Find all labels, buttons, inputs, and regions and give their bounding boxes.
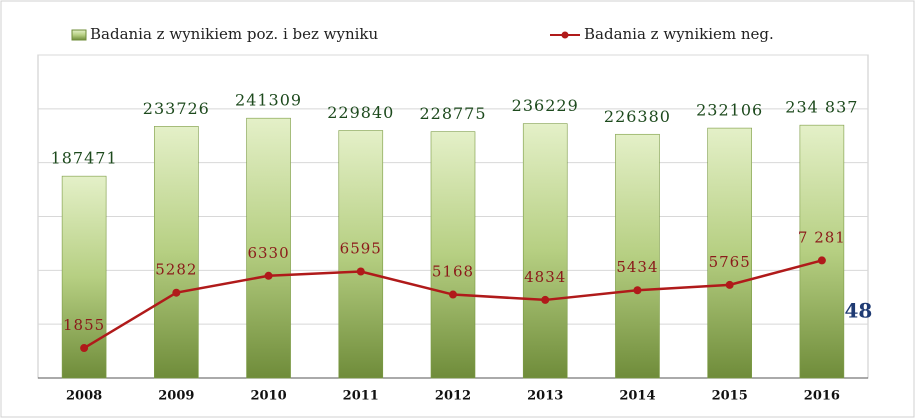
line-value-label: 6330 <box>247 244 289 262</box>
line-value-label: 4834 <box>524 268 566 286</box>
bar <box>615 133 660 379</box>
bar-value-label: 241309 <box>235 91 302 110</box>
line-marker <box>541 295 550 304</box>
bar <box>154 126 199 379</box>
bar-value-label: 236229 <box>512 96 579 115</box>
legend-marker <box>561 31 569 39</box>
line-marker <box>80 344 89 353</box>
line-value-label: 7 281 <box>798 228 846 246</box>
x-tick-label: 2013 <box>527 389 563 404</box>
bar-value-label: 229840 <box>327 103 394 122</box>
line-marker <box>725 280 734 289</box>
line-marker <box>264 271 273 280</box>
x-tick-label: 2016 <box>804 389 840 404</box>
bar-value-label: 187471 <box>51 149 118 168</box>
x-tick-label: 2015 <box>712 389 748 404</box>
legend-label: Badania z wynikiem poz. i bez wyniku <box>90 25 379 43</box>
line-value-label: 1855 <box>63 316 105 334</box>
line-marker <box>817 256 826 265</box>
bar <box>430 131 476 379</box>
legend-label: Badania z wynikiem neg. <box>584 25 774 43</box>
line-marker <box>356 267 365 276</box>
bar <box>799 124 845 379</box>
x-tick-label: 2010 <box>250 389 286 404</box>
bar <box>522 123 568 379</box>
x-tick-label: 2012 <box>435 389 471 404</box>
bar-value-label: 228775 <box>419 104 486 123</box>
line-value-label: 5434 <box>616 258 658 276</box>
x-tick-label: 2008 <box>66 389 102 404</box>
line-marker <box>172 288 181 297</box>
bar <box>707 127 752 379</box>
bar <box>246 117 291 379</box>
legend-swatch <box>71 29 87 41</box>
line-marker <box>633 286 642 295</box>
bar-value-label: 232106 <box>696 101 763 120</box>
line-value-label: 5282 <box>155 261 197 279</box>
x-tick-label: 2014 <box>619 389 655 404</box>
bar-value-label: 233726 <box>143 99 210 118</box>
line-marker <box>449 290 457 299</box>
bar-value-label: 234 837 <box>785 98 858 117</box>
line-value-label: 5765 <box>709 253 751 271</box>
bar-value-label: 226380 <box>604 107 671 126</box>
x-tick-label: 2011 <box>343 389 379 404</box>
x-tick-label: 2009 <box>158 389 194 404</box>
line-value-label: 5168 <box>432 263 474 281</box>
line-value-label: 6595 <box>340 239 382 257</box>
bar <box>338 130 384 379</box>
